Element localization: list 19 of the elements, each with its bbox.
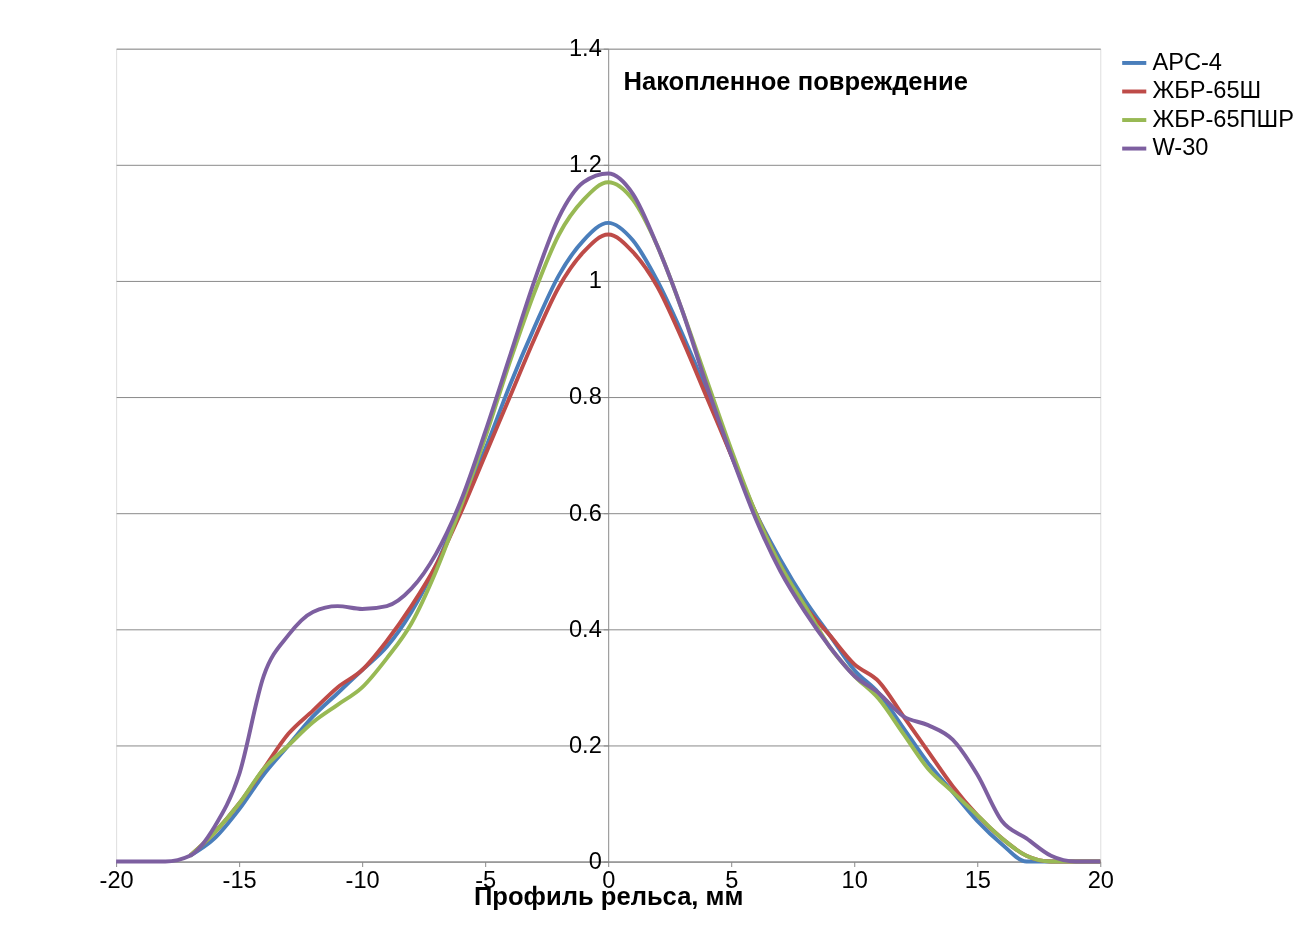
legend-label: ЖБР-65Ш xyxy=(1152,77,1262,104)
x-tick-label: -10 xyxy=(345,866,380,893)
y-tick-label: 1 xyxy=(588,267,602,294)
x-tick-label: -15 xyxy=(222,866,257,893)
y-tick-label: 0.4 xyxy=(568,615,602,642)
legend-label: APC-4 xyxy=(1152,48,1222,75)
y-tick-label: 0.8 xyxy=(568,383,602,410)
y-tick-label: 1.4 xyxy=(568,35,602,62)
legend-label: ЖБР-65ПШР xyxy=(1152,105,1294,132)
y-axis-title: Накопленное повреждение xyxy=(623,66,968,95)
legend-label: W-30 xyxy=(1152,134,1209,161)
y-tick-label: 0.2 xyxy=(568,731,602,758)
x-tick-label: 20 xyxy=(1087,866,1114,893)
y-tick-label: 1.2 xyxy=(568,151,602,178)
x-tick-label: 10 xyxy=(841,866,868,893)
x-tick-label: 15 xyxy=(964,866,991,893)
y-tick-label: 0 xyxy=(588,847,602,874)
y-tick-label: 0.6 xyxy=(568,499,602,526)
x-tick-label: -20 xyxy=(99,866,134,893)
